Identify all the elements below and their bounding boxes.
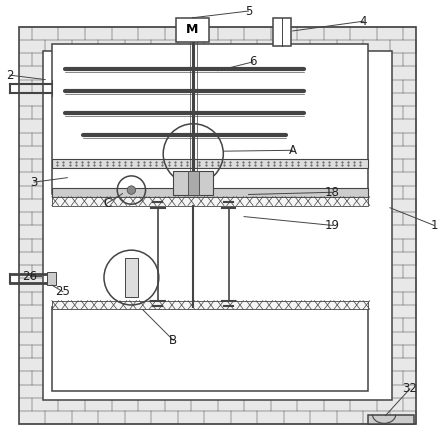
Bar (52, 301, 368, 309)
Bar (125, 259, 138, 297)
Text: 25: 25 (56, 285, 70, 298)
Text: 6: 6 (249, 55, 257, 69)
Bar (368, 415, 414, 424)
Text: B: B (169, 334, 178, 347)
Text: C: C (103, 197, 111, 210)
Text: 2: 2 (6, 69, 14, 82)
Bar (52, 307, 368, 391)
Text: 3: 3 (31, 175, 38, 189)
Bar (52, 188, 368, 197)
Bar (52, 44, 368, 194)
Text: 26: 26 (22, 270, 37, 283)
Text: 32: 32 (402, 382, 417, 396)
Bar (43, 51, 392, 400)
Bar (52, 197, 368, 206)
Text: 5: 5 (245, 4, 252, 18)
Bar (188, 171, 198, 195)
Text: 18: 18 (325, 186, 340, 199)
Text: 4: 4 (360, 15, 367, 28)
Bar (273, 18, 290, 46)
Text: A: A (289, 144, 297, 157)
Bar (47, 272, 56, 285)
Text: 1: 1 (430, 219, 438, 232)
Text: 19: 19 (325, 219, 340, 232)
Text: M: M (186, 23, 198, 36)
Bar (52, 159, 368, 168)
Bar (175, 18, 209, 42)
Circle shape (127, 186, 135, 194)
Bar (43, 51, 392, 400)
Bar (173, 171, 213, 195)
